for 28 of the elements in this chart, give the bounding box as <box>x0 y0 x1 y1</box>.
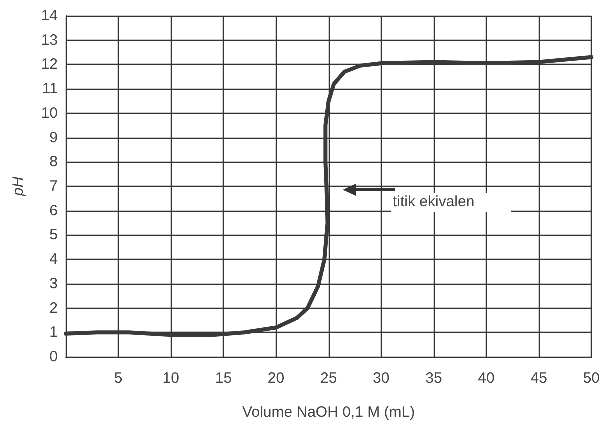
y-tick-label: 12 <box>41 56 58 74</box>
x-tick-label: 40 <box>478 370 495 387</box>
y-axis-title: pH <box>10 176 27 198</box>
y-tick-label: 4 <box>50 251 58 268</box>
x-tick-label: 25 <box>320 370 338 387</box>
y-tick-label: 0 <box>50 348 58 366</box>
y-tick-label: 14 <box>41 8 58 24</box>
x-tick-label: 35 <box>426 370 442 387</box>
x-tick-label: 45 <box>530 370 548 387</box>
y-tick-label: 1 <box>50 324 58 342</box>
y-tick-label: 2 <box>50 300 58 317</box>
y-tick-label: 10 <box>41 104 58 122</box>
y-tick-label: 8 <box>50 154 58 171</box>
y-tick-label: 7 <box>50 178 58 195</box>
y-tick-label: 9 <box>50 129 58 146</box>
y-tick-label: 11 <box>42 80 58 98</box>
x-tick-label: 10 <box>162 370 180 387</box>
x-tick-label: 15 <box>215 370 232 387</box>
annotation: titik ekivalen <box>393 194 475 210</box>
y-tick-label: 13 <box>41 32 58 49</box>
x-tick-label: 5 <box>114 370 123 387</box>
y-tick-label: 6 <box>50 202 58 220</box>
x-axis-title: Volume NaOH 0,1 M (mL) <box>242 404 416 421</box>
x-tick-label: 30 <box>373 370 390 387</box>
x-tick-label: 50 <box>583 370 600 387</box>
x-tick-label: 20 <box>268 370 285 387</box>
y-tick-label: 3 <box>50 275 58 292</box>
y-tick-label: 5 <box>50 226 58 244</box>
